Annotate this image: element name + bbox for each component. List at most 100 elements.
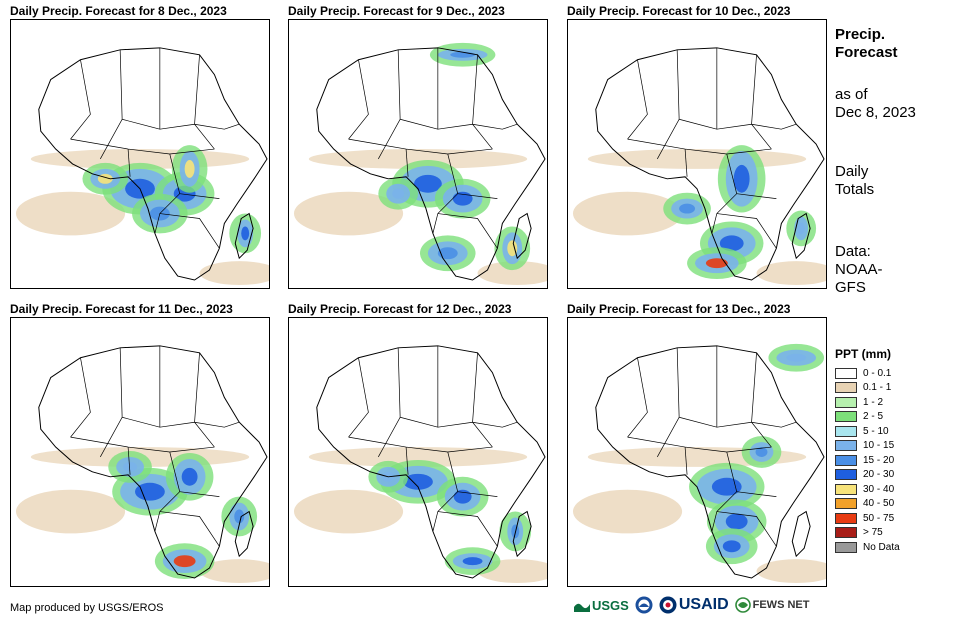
- africa-map: [288, 317, 548, 587]
- country-border: [154, 153, 181, 234]
- rain-area: [572, 191, 683, 236]
- rain-area: [308, 447, 528, 467]
- rain-area: [308, 149, 528, 169]
- legend-item: 40 - 50: [835, 497, 900, 512]
- country-border: [400, 416, 473, 428]
- country-border: [711, 451, 738, 532]
- legend-swatch: [835, 367, 857, 379]
- totals-label: Daily Totals: [835, 163, 874, 199]
- country-border: [736, 491, 777, 497]
- rain-area: [453, 489, 472, 504]
- country-border: [679, 118, 752, 130]
- as-of-date: as of Dec 8, 2023: [835, 86, 916, 122]
- legend-label: 0 - 0.1: [863, 367, 892, 379]
- country-border: [432, 451, 459, 532]
- legend-label: 30 - 40: [863, 483, 895, 495]
- legend-swatch: [835, 469, 857, 481]
- country-border: [348, 59, 369, 140]
- legend-item: 2 - 5: [835, 410, 900, 425]
- africa-coastline: [316, 345, 546, 579]
- data-source-label: Data:: [835, 243, 871, 260]
- country-border: [348, 357, 369, 438]
- country-border: [378, 49, 401, 160]
- africa-coastline: [38, 345, 268, 579]
- map-svg: [293, 42, 547, 285]
- legend-label: 2 - 5: [863, 411, 884, 423]
- map-svg: [15, 47, 269, 285]
- country-border: [154, 451, 181, 532]
- country-border: [472, 54, 493, 150]
- map-svg: [572, 343, 826, 583]
- rain-area: [477, 261, 547, 285]
- legend-label: 10 - 15: [863, 440, 895, 452]
- country-border: [751, 421, 797, 428]
- legend-swatch: [835, 440, 857, 452]
- country-border: [751, 54, 772, 150]
- country-border: [472, 421, 518, 428]
- rain-area: [756, 559, 826, 583]
- country-border: [70, 357, 91, 438]
- rain-area: [173, 555, 196, 568]
- rain-area: [234, 509, 245, 524]
- legend-swatch: [835, 483, 857, 495]
- rain-area: [392, 188, 405, 199]
- madagascar-coastline: [512, 212, 532, 260]
- legend-item: 15 - 20: [835, 453, 900, 468]
- country-border: [684, 149, 688, 177]
- map-svg: [293, 345, 547, 583]
- country-border: [679, 416, 752, 428]
- rain-area: [181, 467, 198, 486]
- legend-item: 10 - 15: [835, 439, 900, 454]
- panel-title: Daily Precip. Forecast for 11 Dec., 2023: [10, 302, 233, 316]
- legend-swatch: [835, 411, 857, 423]
- as-of-value: Dec 8, 2023: [835, 104, 916, 121]
- rain-area: [725, 513, 748, 530]
- legend-item: No Data: [835, 540, 900, 555]
- legend-label: No Data: [863, 541, 900, 553]
- panel-title: Daily Precip. Forecast for 12 Dec., 2023: [288, 302, 512, 316]
- panel-title: Daily Precip. Forecast for 8 Dec., 2023: [10, 4, 227, 18]
- country-border: [348, 436, 493, 453]
- country-border: [657, 49, 680, 160]
- country-border: [159, 213, 220, 249]
- legend-item: 20 - 30: [835, 468, 900, 483]
- country-border: [437, 213, 498, 249]
- country-border: [194, 421, 240, 428]
- legend-label: 0.1 - 1: [863, 382, 892, 394]
- map-svg: [572, 47, 826, 285]
- country-border: [457, 193, 498, 199]
- legend-item: 1 - 2: [835, 395, 900, 410]
- side-title-line2: Forecast: [835, 44, 898, 61]
- country-border: [194, 352, 215, 448]
- country-border: [405, 149, 409, 177]
- legend-swatch: [835, 527, 857, 539]
- rain-area: [135, 482, 165, 501]
- data-source-value-1: NOAA-: [835, 261, 883, 278]
- africa-map: [567, 19, 827, 289]
- country-border: [400, 118, 473, 130]
- rain-area: [293, 191, 404, 236]
- legend-swatch: [835, 454, 857, 466]
- rain-area: [711, 477, 742, 496]
- country-border: [457, 491, 498, 497]
- africa-coastline: [595, 345, 825, 579]
- africa-map: [288, 19, 548, 289]
- country-border: [627, 138, 772, 155]
- rain-area: [15, 191, 126, 236]
- usgs-logo: USGS: [574, 598, 629, 613]
- legend-label: 20 - 30: [863, 469, 895, 481]
- legend-swatch: [835, 541, 857, 553]
- fews-net-logo: FEWS NET: [734, 597, 809, 613]
- country-border: [348, 138, 493, 155]
- country-border: [122, 416, 195, 428]
- country-border: [179, 491, 220, 497]
- madagascar-coastline: [234, 212, 254, 260]
- country-border: [472, 352, 493, 448]
- rain-area: [123, 461, 138, 472]
- map-credit: Map produced by USGS/EROS: [10, 602, 164, 614]
- legend-item: 0.1 - 1: [835, 381, 900, 396]
- totals-line2: Totals: [835, 181, 875, 198]
- rain-area: [755, 447, 768, 457]
- country-border: [751, 352, 772, 448]
- rain-area: [15, 489, 126, 534]
